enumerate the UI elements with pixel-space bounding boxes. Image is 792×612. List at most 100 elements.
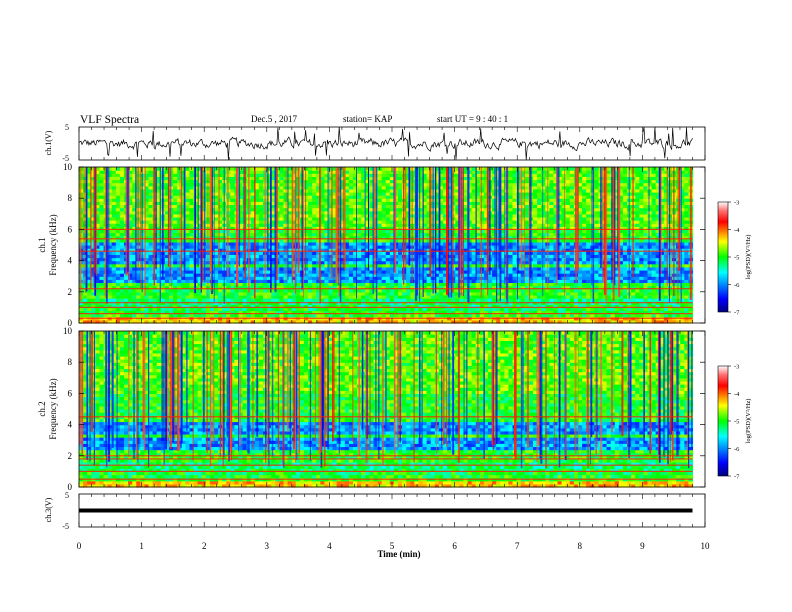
spectrogram-cell [148,304,154,308]
spectrogram-cell [303,263,309,268]
spectrogram-cell [582,260,587,265]
spectrogram-cell [422,294,428,299]
spectrogram-cell [537,313,542,318]
spectrogram-cell [103,307,109,312]
spectrogram-cell [267,307,272,312]
spectrogram-cell [541,291,546,296]
spectrogram-cell [684,254,689,259]
spectrogram-cell [373,279,379,284]
spectrogram-cell [234,285,240,290]
spectrogram-cell [177,313,182,318]
spectrogram-cell [316,319,321,324]
spectrogram-cell [471,313,477,318]
spectrogram-cell [426,304,432,308]
spectrogram-cell [393,294,399,299]
spectrogram-cell [667,273,673,277]
spectrogram-cell [340,291,346,296]
spectrogram-cell [398,304,403,308]
spectrogram-cell [561,276,567,280]
spectrogram-cell [537,294,542,299]
spectrogram-cell [271,260,276,265]
spectrogram-cell [610,319,616,324]
spectrogram-cell [185,307,191,312]
spectrogram-cell [115,254,121,259]
spectrogram-cell [369,266,375,271]
spectrogram-cell [144,276,150,280]
spectrogram-cell [557,304,563,308]
spectrogram-cell [667,304,673,308]
spectrogram-cell [553,260,559,265]
spectrogram-cell [393,254,399,259]
spectrogram-cell [263,307,268,312]
spectrogram-cell [95,285,101,290]
spectrogram-cell [586,310,591,315]
spectrogram-cell [295,285,301,290]
spectrogram-cell [667,263,673,268]
spectrogram-cell [475,273,481,277]
spectrogram-cell [389,313,395,318]
spectrogram-cell [279,310,285,315]
spectrogram-cell [181,263,186,268]
spectrogram-cell [447,254,452,259]
spectrogram-cell [586,282,591,287]
spectrogram-cell [332,285,338,290]
spectrogram-cell [500,310,505,315]
spectrogram-cell [79,276,84,280]
spectrogram-cell [406,313,411,318]
spectrogram-cell [434,291,440,296]
spectrogram-cell [385,260,391,265]
spectrogram-cell [353,285,358,290]
spectrogram-cell [136,298,141,302]
spectrogram-cell [144,282,150,287]
spectrogram-cell [287,263,293,268]
spectrogram-cell [631,307,636,312]
spectrogram-cell [537,254,542,259]
spectrogram-cell [164,304,170,308]
spectrogram-cell [463,269,469,274]
spectrogram-cell [418,319,424,324]
spectrogram-cell [418,260,424,265]
spectrogram-cell [377,285,383,290]
spectrogram-cell [164,285,170,290]
spectrogram-cell [263,294,268,299]
spectrogram-cell [389,276,395,280]
spectrogram-cell [516,279,522,284]
spectrogram-cell [586,319,591,324]
spectrogram-cell [193,313,199,318]
spectrogram-cell [365,294,370,299]
spectrogram-cell [447,288,452,293]
spectrogram-cell [87,266,92,271]
spectrogram-cell [136,266,141,271]
spectrogram-cell [606,288,612,293]
spectrogram-cell [291,266,297,271]
spectrogram-cell [659,307,665,312]
spectrogram-cell [320,254,325,259]
spectrogram-cell [365,282,370,287]
spectrogram-cell [532,307,538,312]
spectrogram-cell [111,291,117,296]
spectrogram-cell [508,307,514,312]
spectrogram-cell [353,254,358,259]
spectrogram-cell [111,304,117,308]
spectrogram-cell [398,276,403,280]
spectrogram-cell [541,276,546,280]
spectrogram-cell [144,263,150,268]
spectrogram-cell [312,291,317,296]
spectrogram-cell [385,291,391,296]
spectrogram-cell [361,313,366,318]
spectrogram-cell [537,257,542,262]
spectrogram-cell [91,285,96,290]
spectrogram-cell [537,266,542,271]
spectrogram-cell [557,319,563,324]
spectrogram-cell [667,291,673,296]
spectrogram-cell [569,291,575,296]
spectrogram-cell [189,294,195,299]
spectrogram-cell [250,279,256,284]
spectrogram-cell [643,266,649,271]
spectrogram-cell [557,273,563,277]
spectrogram-cell [197,263,203,268]
spectrogram-cell [459,307,465,312]
spectrogram-cell [532,257,538,262]
spectrogram-cell [647,260,653,265]
spectrogram-cell [577,310,583,315]
